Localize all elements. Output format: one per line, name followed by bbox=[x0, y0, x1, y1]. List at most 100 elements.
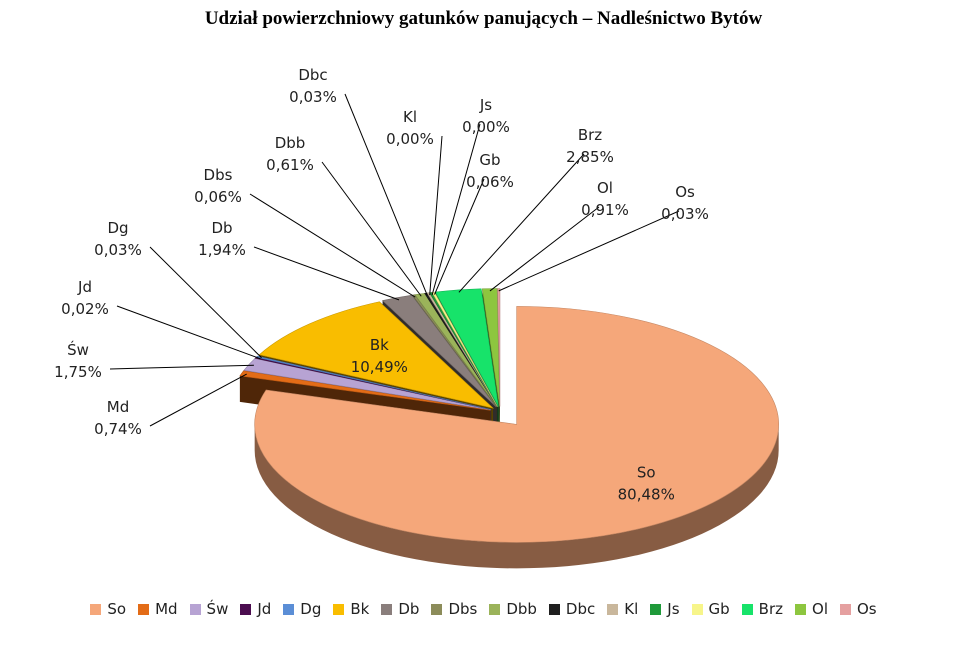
legend-item-dbb: Dbb bbox=[489, 600, 537, 618]
slice-ol[interactable] bbox=[482, 288, 500, 407]
legend-item-db: Db bbox=[381, 600, 419, 618]
slice-name-dbc: Dbc bbox=[298, 66, 327, 84]
slice-value-dg: 0,03% bbox=[94, 241, 142, 259]
legend-swatch bbox=[431, 603, 443, 615]
slice-value-jd: 0,02% bbox=[61, 300, 109, 318]
legend-swatch bbox=[741, 603, 753, 615]
legend-swatch bbox=[138, 603, 150, 615]
slice-value-so: 80,48% bbox=[618, 486, 675, 504]
legend-label: Db bbox=[398, 600, 420, 618]
slice-name-md: Md bbox=[107, 398, 129, 416]
legend-item-js: Js bbox=[650, 600, 680, 618]
legend-swatch bbox=[840, 603, 851, 615]
leader-line-ol bbox=[489, 206, 600, 292]
slice-name-św: Św bbox=[67, 340, 89, 359]
slice-value-dbs: 0,06% bbox=[194, 188, 242, 206]
slice-name-ol: Ol bbox=[597, 179, 613, 197]
slice-value-ol: 0,91% bbox=[581, 201, 629, 219]
slice-name-js: Js bbox=[479, 96, 492, 114]
legend-swatch bbox=[240, 603, 252, 615]
legend-item-so: So bbox=[90, 600, 126, 618]
slice-name-dg: Dg bbox=[107, 219, 128, 237]
legend-swatch bbox=[381, 603, 393, 615]
legend-swatch bbox=[691, 603, 703, 615]
leader-line-db bbox=[253, 246, 400, 301]
slice-name-brz: Brz bbox=[578, 126, 602, 144]
legend-label: Dbb bbox=[506, 600, 537, 618]
legend-label: Kl bbox=[624, 600, 639, 618]
slice-name-jd: Jd bbox=[77, 278, 92, 296]
legend-label: Dbs bbox=[448, 600, 478, 618]
slice-name-db: Db bbox=[211, 219, 232, 237]
slice-name-os: Os bbox=[675, 183, 695, 201]
legend-label: Md bbox=[155, 600, 178, 618]
legend-item-dbs: Dbs bbox=[431, 600, 477, 618]
legend-label: So bbox=[107, 600, 127, 618]
slice-name-gb: Gb bbox=[479, 151, 500, 169]
slice-value-brz: 2,85% bbox=[566, 148, 614, 166]
legend-swatch bbox=[189, 603, 201, 615]
slice-value-bk: 10,49% bbox=[351, 358, 408, 376]
legend-item-jd: Jd bbox=[240, 600, 271, 618]
legend-label: Dg bbox=[300, 600, 322, 618]
legend-swatch bbox=[333, 603, 345, 615]
legend-label: Ol bbox=[812, 600, 828, 618]
legend-item-md: Md bbox=[138, 600, 178, 618]
legend-swatch bbox=[795, 603, 807, 615]
slice-value-dbb: 0,61% bbox=[266, 156, 314, 174]
chart-legend: So Md Św Jd Dg Bk Db Dbs Dbb Dbc Kl Js Gb Brz Ol Os bbox=[0, 600, 967, 618]
slice-name-kl: Kl bbox=[403, 108, 417, 126]
slice-so[interactable] bbox=[254, 306, 779, 543]
slice-os[interactable] bbox=[497, 288, 501, 407]
leader-line-jd bbox=[116, 305, 261, 360]
leader-line-md bbox=[149, 373, 247, 427]
legend-swatch bbox=[90, 603, 102, 615]
slice-name-dbb: Dbb bbox=[275, 134, 306, 152]
slice-value-db: 1,94% bbox=[198, 241, 246, 259]
legend-label: Bk bbox=[350, 600, 370, 618]
legend-swatch bbox=[283, 603, 295, 615]
chart-title: Udział powierzchniowy gatunków panującyc… bbox=[204, 8, 763, 29]
slice-name-so: So bbox=[637, 464, 656, 482]
slice-md[interactable] bbox=[239, 370, 491, 411]
slice-bk[interactable] bbox=[258, 301, 495, 409]
legend-item-kl: Kl bbox=[607, 600, 638, 618]
legend-label: Dbc bbox=[565, 600, 596, 618]
legend-item-brz: Brz bbox=[741, 600, 784, 618]
leader-line-dbb bbox=[321, 161, 422, 297]
slice-value-js: 0,00% bbox=[462, 118, 510, 136]
slice-name-bk: Bk bbox=[370, 336, 389, 354]
legend-swatch bbox=[650, 603, 662, 615]
leader-line-os bbox=[498, 210, 680, 292]
legend-item-św: Św bbox=[189, 600, 228, 618]
legend-item-dbc: Dbc bbox=[548, 600, 596, 618]
legend-item-bk: Bk bbox=[333, 600, 369, 618]
slice-side-so bbox=[254, 424, 779, 569]
leader-line-dg bbox=[149, 246, 262, 359]
leader-line-dbc bbox=[344, 93, 428, 296]
slice-value-dbc: 0,03% bbox=[289, 88, 337, 106]
legend-swatch bbox=[489, 603, 501, 615]
legend-item-dg: Dg bbox=[283, 600, 321, 618]
legend-item-gb: Gb bbox=[691, 600, 730, 618]
leader-line-brz bbox=[458, 153, 585, 293]
slice-value-md: 0,74% bbox=[94, 420, 142, 438]
leader-line-dbs bbox=[249, 193, 416, 298]
legend-label: Js bbox=[667, 600, 680, 618]
leader-line-js bbox=[431, 123, 481, 295]
legend-label: Gb bbox=[708, 600, 730, 618]
legend-label: Jd bbox=[257, 600, 272, 618]
legend-item-ol: Ol bbox=[795, 600, 828, 618]
leader-line-kl bbox=[429, 135, 443, 296]
legend-swatch bbox=[607, 603, 619, 615]
slice-name-dbs: Dbs bbox=[204, 166, 233, 184]
slice-św[interactable] bbox=[243, 358, 491, 411]
slice-value-os: 0,03% bbox=[661, 205, 709, 223]
slice-value-kl: 0,00% bbox=[386, 130, 434, 148]
leader-line-św bbox=[109, 364, 254, 370]
legend-label: Os bbox=[857, 600, 877, 618]
slice-value-św: 1,75% bbox=[54, 363, 102, 381]
legend-label: Brz bbox=[758, 600, 784, 618]
pie-chart: So 80,48% Md 0,74% Św 1,75% Jd 0,02% Dg 0,03% Bk 10… bbox=[54, 66, 779, 569]
slice-value-gb: 0,06% bbox=[466, 173, 514, 191]
